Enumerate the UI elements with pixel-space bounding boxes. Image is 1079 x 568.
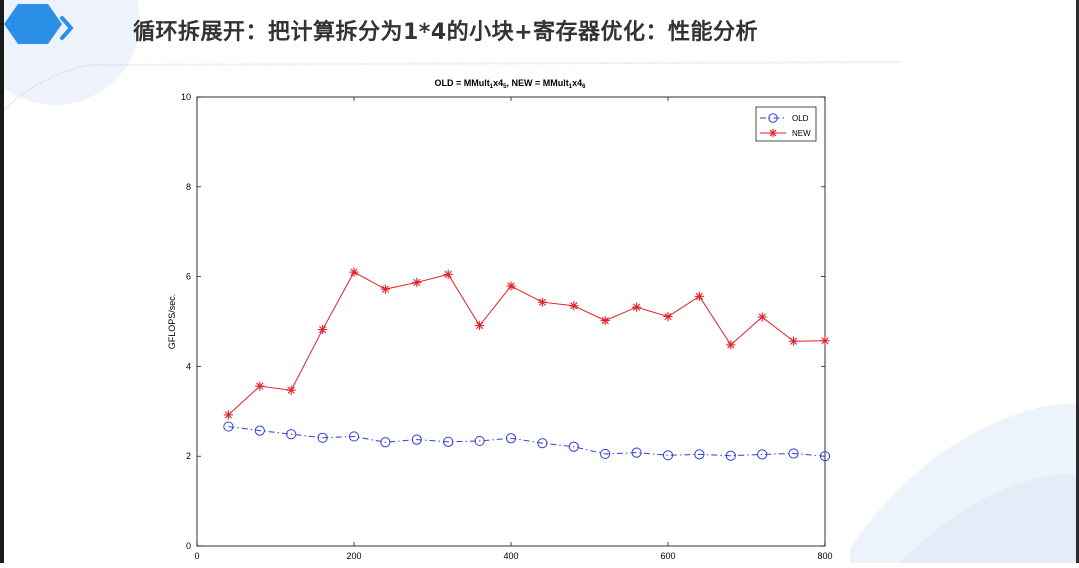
legend-item-old: OLD (760, 113, 809, 123)
data-point-asterisk (694, 291, 704, 301)
legend-label: NEW (792, 129, 811, 138)
data-point-asterisk (349, 267, 359, 277)
line-chart: OLD = MMult1x45, NEW = MMult1x46 0 200 400… (160, 70, 850, 563)
x-tick-label: 200 (346, 551, 361, 561)
data-point-circle (474, 435, 485, 447)
chart-background (160, 70, 850, 563)
data-point-asterisk (663, 311, 673, 322)
chart-title-part: x4 (493, 78, 503, 88)
y-tick-label: 10 (181, 92, 191, 102)
data-point-circle (505, 433, 517, 444)
y-tick-label: 2 (186, 451, 191, 461)
data-point-circle (757, 449, 768, 460)
data-point-circle (631, 447, 642, 458)
data-point-circle (411, 434, 422, 445)
series-layer (223, 267, 831, 462)
data-point-asterisk (475, 320, 485, 331)
data-point-circle (600, 448, 611, 460)
data-point-asterisk (412, 277, 422, 288)
chart-title-part: , NEW = MMult (507, 78, 569, 88)
data-point-asterisk (443, 269, 453, 279)
data-point-asterisk (569, 301, 579, 311)
chart-title-part: 5 (503, 84, 507, 90)
x-tick-label: 600 (660, 551, 675, 561)
hexagon-logo-icon (4, 4, 62, 44)
y-tick-label: 6 (186, 272, 191, 282)
chart-title-part: 1 (490, 84, 494, 90)
y-tick-label: 0 (186, 541, 191, 551)
data-point-circle (568, 441, 579, 452)
data-point-asterisk (820, 336, 830, 346)
legend-item-new: NEW (760, 128, 811, 138)
data-point-circle (819, 451, 831, 462)
data-point-asterisk (506, 281, 516, 291)
legend: OLD NEW (755, 106, 817, 142)
data-point-circle (725, 450, 736, 461)
chart-title-part: 1 (569, 84, 573, 90)
x-tick-label: 400 (503, 551, 518, 561)
data-point-circle (537, 438, 548, 449)
data-point-asterisk (768, 128, 778, 138)
data-point-asterisk (286, 385, 296, 395)
data-point-circle (694, 449, 705, 460)
data-point-circle (223, 421, 234, 432)
data-point-asterisk (318, 324, 328, 335)
series-new (223, 267, 830, 420)
data-point-circle (254, 425, 265, 436)
data-point-circle (662, 450, 674, 461)
data-point-circle (443, 436, 454, 447)
decor-dotted-arc (3, 61, 901, 111)
data-point-circle (788, 448, 799, 459)
data-point-asterisk (600, 316, 610, 326)
data-point-asterisk (757, 312, 767, 322)
right-edge-bar (1076, 0, 1079, 563)
data-point-asterisk (380, 284, 390, 294)
data-point-asterisk (537, 297, 547, 307)
data-point-circle (317, 432, 328, 443)
y-axis-label: GFLOPS/sec. (167, 294, 177, 350)
data-point-asterisk (223, 410, 233, 420)
x-tick-label: 0 (194, 551, 199, 561)
data-point-asterisk (726, 340, 736, 350)
data-point-circle (380, 437, 391, 448)
axis-ticks: 0 200 400 600 800 0 2 4 6 8 10 (181, 92, 833, 561)
series-line-new (228, 271, 826, 416)
chart-title: OLD = MMult1x45, NEW = MMult1x46 (435, 78, 587, 90)
x-tick-label: 800 (817, 551, 832, 561)
y-tick-label: 8 (186, 182, 191, 192)
decor-wave-bottom-right-inner (900, 473, 1079, 563)
data-point-circle (348, 431, 360, 442)
series-line-old (228, 426, 826, 457)
chart-title-part: x4 (572, 78, 582, 88)
chart-title-part: 6 (582, 84, 586, 90)
page-title: 循环拆展开：把计算拆分为1*4的小块+寄存器优化：性能分析 (133, 20, 759, 45)
legend-box (755, 106, 817, 142)
legend-marker-circle (768, 113, 778, 123)
data-point-asterisk (789, 336, 799, 346)
y-tick-label: 4 (186, 361, 191, 371)
chevron-right-icon (60, 16, 73, 40)
data-point-circle (286, 429, 297, 440)
data-point-asterisk (632, 302, 642, 312)
series-old (223, 421, 831, 462)
left-edge-bar (0, 0, 4, 563)
data-point-asterisk (255, 381, 265, 391)
chart-title-part: OLD = MMult (435, 78, 490, 88)
legend-label: OLD (792, 114, 809, 123)
chart-container: OLD = MMult1x45, NEW = MMult1x46 0 200 400… (160, 70, 850, 563)
